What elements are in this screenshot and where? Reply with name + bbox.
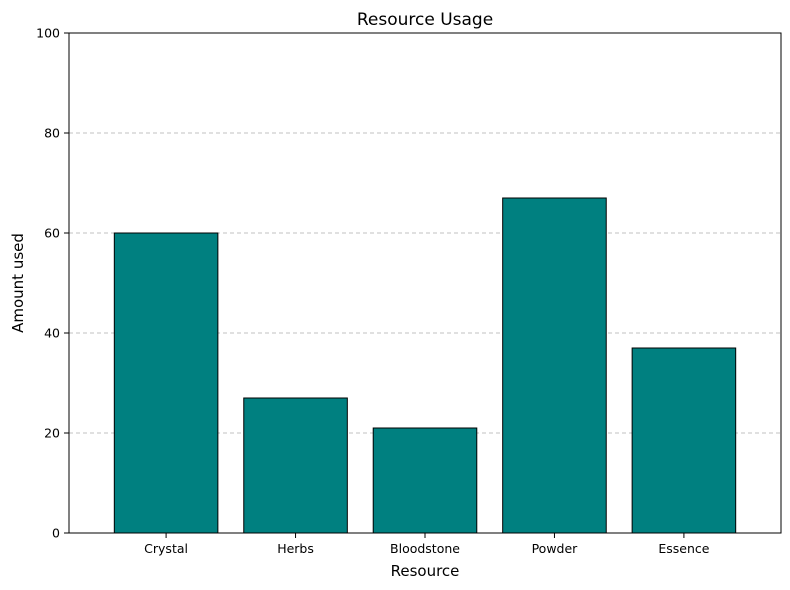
chart-title: Resource Usage [357, 10, 493, 30]
y-tick-label: 40 [44, 326, 60, 341]
x-tick-label: Bloodstone [390, 541, 460, 556]
y-tick-label: 0 [52, 526, 60, 541]
y-axis-label: Amount used [9, 233, 27, 333]
x-tick-label: Herbs [277, 541, 314, 556]
x-tick-label: Crystal [144, 541, 188, 556]
x-tick-label: Essence [658, 541, 709, 556]
y-tick-label: 60 [44, 226, 60, 241]
bar-herbs [243, 397, 348, 534]
y-tick-label: 100 [36, 26, 60, 41]
y-tick-label: 80 [44, 126, 60, 141]
y-tick-label: 20 [44, 426, 60, 441]
y-axis-ticks: 0 20 40 60 80 100 [36, 26, 69, 541]
x-axis-label: Resource [391, 562, 460, 580]
x-axis-ticks: Crystal Herbs Bloodstone Powder Essence [144, 533, 710, 556]
bars [113, 197, 737, 534]
bar-powder [502, 197, 607, 534]
x-tick-label: Powder [532, 541, 579, 556]
bar-essence [631, 347, 737, 534]
bar-crystal [113, 232, 219, 534]
bar-bloodstone [372, 427, 478, 534]
